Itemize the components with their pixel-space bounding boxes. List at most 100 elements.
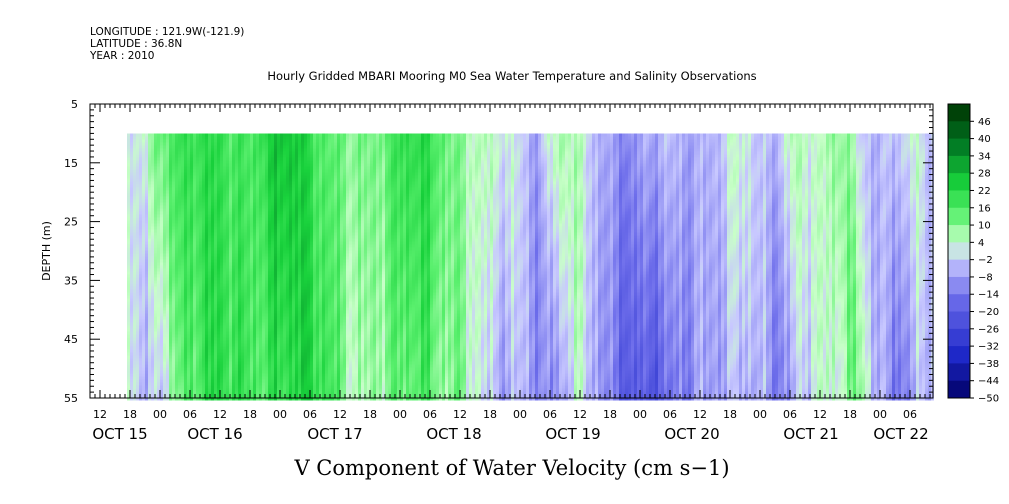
heatmap-cell	[274, 202, 277, 206]
heatmap-cell	[280, 292, 283, 296]
heatmap-cell	[190, 271, 193, 275]
heatmap-cell	[229, 364, 232, 368]
heatmap-cell	[223, 343, 226, 347]
heatmap-cell	[181, 229, 184, 233]
heatmap-cell	[271, 169, 274, 173]
heatmap-cell	[223, 376, 226, 380]
heatmap-cell	[217, 223, 220, 227]
heatmap-cell	[214, 262, 217, 266]
heatmap-cell	[169, 196, 172, 200]
heatmap-cell	[274, 334, 277, 338]
heatmap-cell	[133, 151, 136, 155]
heatmap-cell	[142, 148, 145, 152]
heatmap-cell	[247, 298, 250, 302]
heatmap-cell	[196, 394, 199, 398]
heatmap-cell	[280, 205, 283, 209]
heatmap-cell	[262, 208, 265, 212]
heatmap-cell	[229, 391, 232, 395]
heatmap-cell	[181, 340, 184, 344]
heatmap-cell	[151, 256, 154, 260]
heatmap-cell	[250, 205, 253, 209]
heatmap-cell	[211, 178, 214, 182]
heatmap-cell	[169, 160, 172, 164]
heatmap-cell	[247, 142, 250, 146]
heatmap-cell	[220, 304, 223, 308]
heatmap-cell	[196, 370, 199, 374]
heatmap-cell	[160, 142, 163, 146]
heatmap-cell	[268, 238, 271, 242]
heatmap-cell	[238, 364, 241, 368]
heatmap-cell	[262, 229, 265, 233]
heatmap-cell	[235, 316, 238, 320]
heatmap-cell	[196, 280, 199, 284]
heatmap-cell	[187, 265, 190, 269]
heatmap-cell	[205, 337, 208, 341]
heatmap-cell	[139, 232, 142, 236]
heatmap-cell	[259, 346, 262, 350]
heatmap-cell	[238, 268, 241, 272]
heatmap-cell	[148, 259, 151, 263]
heatmap-cell	[232, 304, 235, 308]
heatmap-cell	[292, 346, 295, 350]
heatmap-cell	[238, 337, 241, 341]
heatmap-cell	[196, 148, 199, 152]
heatmap-cell	[244, 271, 247, 275]
heatmap-cell	[220, 256, 223, 260]
heatmap-cell	[253, 322, 256, 326]
heatmap-cell	[139, 238, 142, 242]
heatmap-cell	[220, 268, 223, 272]
heatmap-cell	[208, 304, 211, 308]
heatmap-cell	[265, 250, 268, 254]
heatmap-cell	[187, 256, 190, 260]
heatmap-cell	[154, 379, 157, 383]
heatmap-cell	[196, 286, 199, 290]
heatmap-cell	[253, 205, 256, 209]
heatmap-cell	[172, 325, 175, 329]
heatmap-cell	[259, 205, 262, 209]
heatmap-cell	[268, 277, 271, 281]
heatmap-cell	[169, 382, 172, 386]
heatmap-cell	[223, 358, 226, 362]
heatmap-cell	[265, 355, 268, 359]
heatmap-cell	[229, 271, 232, 275]
heatmap-cell	[220, 163, 223, 167]
heatmap-cell	[265, 148, 268, 152]
heatmap-cell	[292, 157, 295, 161]
heatmap-cell	[169, 304, 172, 308]
heatmap-cell	[283, 322, 286, 326]
heatmap-cell	[259, 349, 262, 353]
heatmap-cell	[184, 271, 187, 275]
heatmap-cell	[211, 151, 214, 155]
heatmap-cell	[160, 238, 163, 242]
heatmap-cell	[157, 163, 160, 167]
heatmap-cell	[253, 373, 256, 377]
heatmap-cell	[151, 397, 154, 401]
heatmap-cell	[136, 181, 139, 185]
heatmap-cell	[187, 145, 190, 149]
heatmap-cell	[265, 262, 268, 266]
heatmap-cell	[148, 379, 151, 383]
heatmap-cell	[151, 307, 154, 311]
heatmap-cell	[196, 328, 199, 332]
heatmap-cell	[157, 325, 160, 329]
heatmap-cell	[238, 163, 241, 167]
heatmap-cell	[214, 241, 217, 245]
heatmap-field	[127, 133, 934, 401]
heatmap-cell	[172, 205, 175, 209]
heatmap-cell	[163, 208, 166, 212]
heatmap-cell	[202, 217, 205, 221]
heatmap-cell	[292, 322, 295, 326]
heatmap-cell	[271, 199, 274, 203]
heatmap-cell	[271, 253, 274, 257]
heatmap-cell	[145, 244, 148, 248]
heatmap-cell	[160, 277, 163, 281]
heatmap-cell	[247, 163, 250, 167]
heatmap-cell	[217, 160, 220, 164]
heatmap-cell	[163, 385, 166, 389]
heatmap-cell	[259, 340, 262, 344]
heatmap-cell	[289, 253, 292, 257]
heatmap-cell	[235, 247, 238, 251]
heatmap-cell	[211, 208, 214, 212]
heatmap-cell	[175, 286, 178, 290]
heatmap-cell	[253, 154, 256, 158]
